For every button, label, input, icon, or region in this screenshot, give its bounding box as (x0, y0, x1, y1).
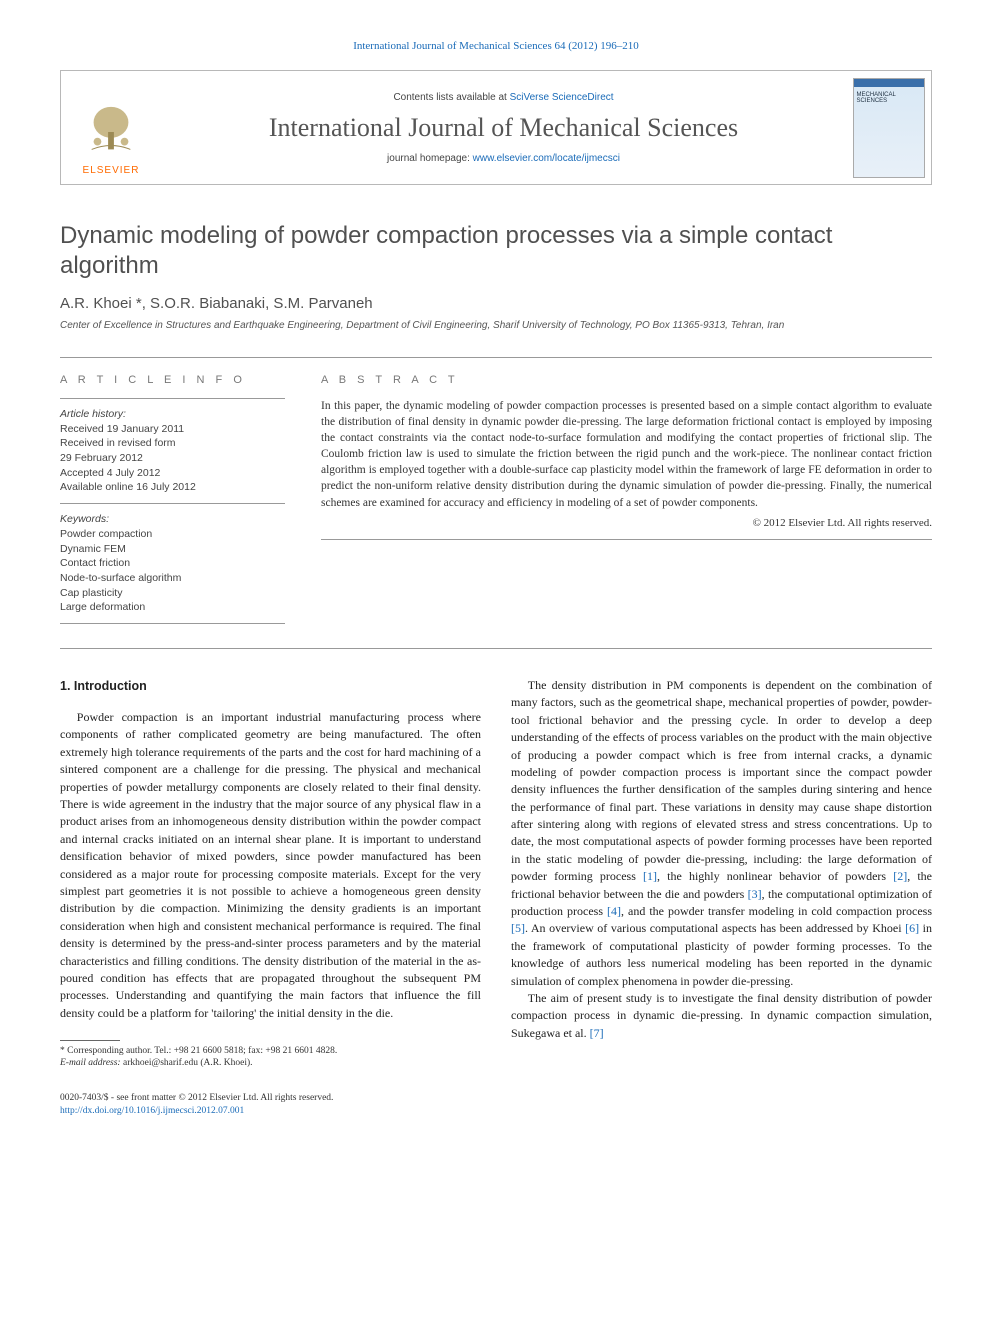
citation-link[interactable]: [4] (607, 904, 621, 918)
p2-d: , and the powder transfer modeling in co… (621, 904, 932, 918)
citation-link[interactable]: [2] (893, 869, 907, 883)
contents-pre: Contents lists available at (393, 92, 509, 103)
footnote-mid: ; fax: (243, 1046, 265, 1056)
authors: A.R. Khoei *, S.O.R. Biabanaki, S.M. Par… (60, 295, 932, 312)
journal-cover-thumbnail: MECHANICAL SCIENCES (853, 78, 925, 178)
citation-link[interactable]: [5] (511, 921, 525, 935)
citation-link[interactable]: [3] (748, 887, 762, 901)
keyword: Powder compaction (60, 527, 285, 542)
journal-masthead: ELSEVIER Contents lists available at Sci… (60, 70, 932, 185)
history-line: Received 19 January 2011 (60, 422, 285, 437)
section-divider (60, 648, 932, 649)
history-line: Accepted 4 July 2012 (60, 466, 285, 481)
footnote-fax: +98 21 6601 4828 (265, 1046, 334, 1056)
sciencedirect-link[interactable]: SciVerse ScienceDirect (510, 92, 614, 103)
journal-homepage-line: journal homepage: www.elsevier.com/locat… (387, 153, 620, 164)
masthead-center: Contents lists available at SciVerse Sci… (161, 71, 846, 184)
elsevier-tree-icon (82, 103, 140, 161)
corresponding-author-footnote: * Corresponding author. Tel.: +98 21 660… (60, 1040, 481, 1070)
history-line: 29 February 2012 (60, 451, 285, 466)
footnote-corr-pre: * Corresponding author. Tel.: (60, 1046, 174, 1056)
keywords-block: Keywords: Powder compaction Dynamic FEM … (60, 504, 285, 623)
divider (60, 623, 285, 624)
journal-homepage-link[interactable]: www.elsevier.com/locate/ijmecsci (473, 153, 620, 164)
abstract-text: In this paper, the dynamic modeling of p… (321, 398, 932, 511)
contents-available-line: Contents lists available at SciVerse Sci… (393, 92, 613, 103)
citation-link[interactable]: [1] (643, 869, 657, 883)
section-heading-introduction: 1. Introduction (60, 677, 481, 695)
journal-name: International Journal of Mechanical Scie… (269, 113, 738, 143)
abstract-column: A B S T R A C T In this paper, the dynam… (321, 358, 932, 624)
footnote-email-label: E-mail address: (60, 1058, 121, 1068)
journal-cover-cell: MECHANICAL SCIENCES (846, 71, 931, 184)
article-body: 1. Introduction Powder compaction is an … (60, 677, 932, 1070)
citation-link[interactable]: [6] (905, 921, 919, 935)
footnote-tel: +98 21 6600 5818 (174, 1046, 243, 1056)
affiliation: Center of Excellence in Structures and E… (60, 320, 932, 331)
article-info-heading: A R T I C L E I N F O (60, 374, 285, 386)
keyword: Contact friction (60, 556, 285, 571)
abstract-heading: A B S T R A C T (321, 374, 932, 386)
homepage-pre: journal homepage: (387, 153, 473, 164)
keywords-label: Keywords: (60, 512, 285, 527)
running-head[interactable]: International Journal of Mechanical Scie… (60, 40, 932, 52)
article-info-column: A R T I C L E I N F O Article history: R… (60, 358, 285, 624)
article-title: Dynamic modeling of powder compaction pr… (60, 221, 932, 281)
page-footer: 0020-7403/$ - see front matter © 2012 El… (60, 1092, 932, 1118)
body-paragraph: The density distribution in PM component… (511, 677, 932, 990)
p3-pre: The aim of present study is to investiga… (511, 991, 932, 1040)
cover-title-2: SCIENCES (857, 98, 921, 104)
history-line: Received in revised form (60, 436, 285, 451)
publisher-name: ELSEVIER (83, 165, 140, 176)
footnote-email: arkhoei@sharif.edu (A.R. Khoei). (121, 1058, 253, 1068)
keyword: Node-to-surface algorithm (60, 571, 285, 586)
abstract-copyright: © 2012 Elsevier Ltd. All rights reserved… (321, 517, 932, 529)
history-label: Article history: (60, 407, 285, 422)
divider (321, 539, 932, 540)
footnote-rule (60, 1040, 120, 1041)
p2-e: . An overview of various computational a… (525, 921, 905, 935)
citation-link[interactable]: [7] (590, 1026, 604, 1040)
p2-pre: The density distribution in PM component… (511, 678, 932, 883)
keyword: Dynamic FEM (60, 542, 285, 557)
footnote-end: . (335, 1046, 337, 1056)
publisher-logo-cell: ELSEVIER (61, 71, 161, 184)
article-history: Article history: Received 19 January 201… (60, 399, 285, 503)
keyword: Cap plasticity (60, 586, 285, 601)
doi-link[interactable]: http://dx.doi.org/10.1016/j.ijmecsci.201… (60, 1105, 932, 1118)
keyword: Large deformation (60, 600, 285, 615)
history-line: Available online 16 July 2012 (60, 480, 285, 495)
issn-line: 0020-7403/$ - see front matter © 2012 El… (60, 1092, 932, 1105)
p2-a: , the highly nonlinear behavior of powde… (657, 869, 893, 883)
body-paragraph: The aim of present study is to investiga… (511, 990, 932, 1042)
body-paragraph: Powder compaction is an important indust… (60, 709, 481, 1022)
